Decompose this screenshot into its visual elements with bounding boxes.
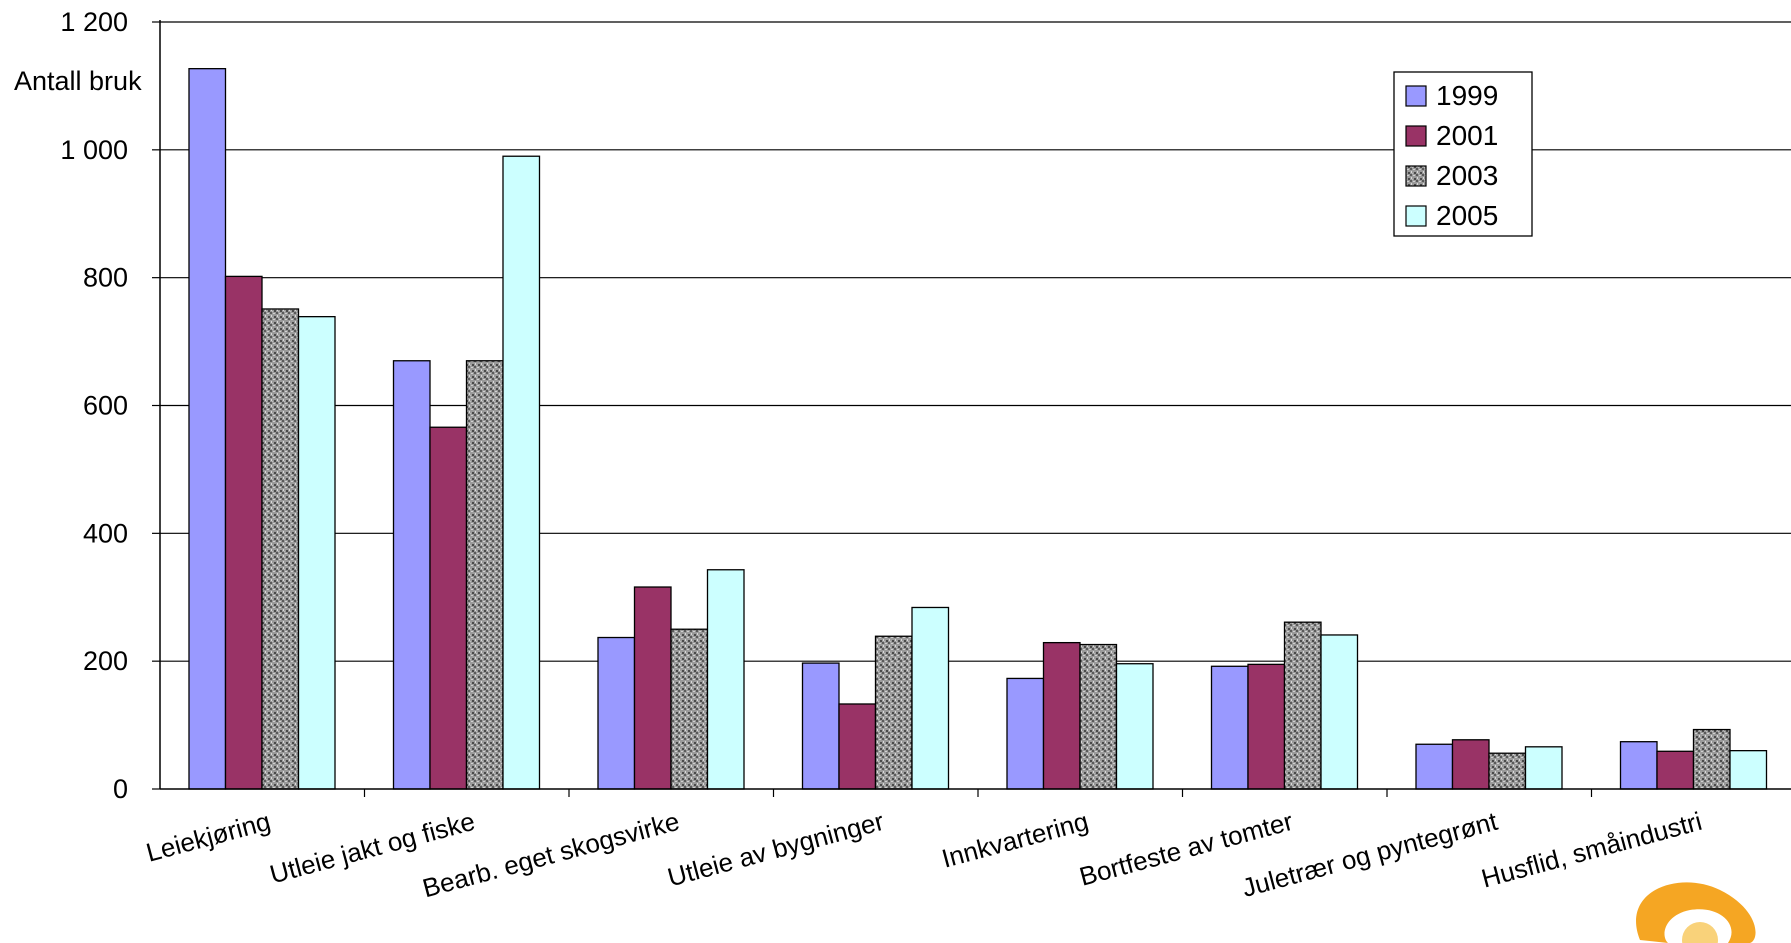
- bar-2005-4: [911, 606, 950, 790]
- legend-label-2001: 2001: [1436, 120, 1498, 151]
- y-tick-label: 200: [83, 646, 128, 676]
- legend-swatch-2005: [1405, 205, 1427, 227]
- bar-2005-3: [706, 569, 745, 790]
- y-tick-label: 0: [113, 774, 128, 804]
- bar-2005-1: [297, 316, 336, 790]
- bar-2001-2: [429, 426, 468, 790]
- bar-2005-6: [1320, 634, 1359, 790]
- bar-2001-4: [838, 703, 877, 790]
- legend-label-2005: 2005: [1436, 200, 1498, 231]
- bar-2003-3: [670, 628, 709, 790]
- x-tick-label: Leiekjøring: [143, 806, 274, 868]
- bar-2001-3: [633, 586, 672, 790]
- y-tick-label: 600: [83, 391, 128, 421]
- legend-swatch-2001: [1405, 125, 1427, 147]
- legend: 1999 2001 2003 2005: [1393, 71, 1533, 237]
- bar-1999-7: [1415, 743, 1454, 790]
- axes: [152, 20, 1791, 797]
- y-tick-labels: 0 200 400 600 800 1 000 1 200: [60, 7, 128, 804]
- bar-2003-1: [261, 308, 300, 790]
- bar-2003-8: [1692, 728, 1731, 790]
- logo: [1636, 882, 1756, 943]
- y-tick-label: 800: [83, 263, 128, 293]
- x-tick-label: Innkvartering: [939, 806, 1092, 874]
- bar-2005-8: [1729, 750, 1768, 790]
- bar-2003-7: [1488, 752, 1527, 790]
- bar-2001-1: [224, 275, 263, 790]
- bar-2001-7: [1451, 739, 1490, 790]
- legend-swatch-1999: [1405, 85, 1427, 107]
- legend-swatch-2003: [1405, 165, 1427, 187]
- y-tick-label: 1 200: [60, 7, 128, 37]
- bar-1999-4: [801, 662, 840, 790]
- bar-2005-7: [1524, 746, 1563, 790]
- bar-2005-2: [502, 155, 541, 790]
- bar-1999-5: [1006, 677, 1045, 790]
- y-axis-label: Antall bruk: [14, 66, 142, 96]
- bar-2003-4: [874, 635, 913, 790]
- bar-2003-5: [1079, 643, 1118, 790]
- bar-2001-5: [1042, 641, 1081, 790]
- legend-label-2003: 2003: [1436, 160, 1498, 191]
- bar-2005-5: [1115, 663, 1154, 790]
- bar-2001-6: [1247, 663, 1286, 790]
- bar-1999-3: [597, 636, 636, 790]
- y-tick-label: 1 000: [60, 135, 128, 165]
- bar-1999-6: [1210, 665, 1249, 790]
- legend-label-1999: 1999: [1436, 80, 1498, 111]
- x-tick-label: Utleie av bygninger: [664, 806, 887, 893]
- bars-group: [188, 68, 1768, 790]
- bar-1999-2: [392, 360, 431, 790]
- bar-2003-6: [1283, 621, 1322, 790]
- bar-2001-8: [1656, 750, 1695, 790]
- x-tick-label: Husflid, småindustri: [1478, 806, 1705, 894]
- bar-2003-2: [465, 360, 504, 790]
- bar-1999-8: [1619, 741, 1658, 790]
- bar-1999-1: [188, 68, 227, 790]
- y-tick-label: 400: [83, 518, 128, 548]
